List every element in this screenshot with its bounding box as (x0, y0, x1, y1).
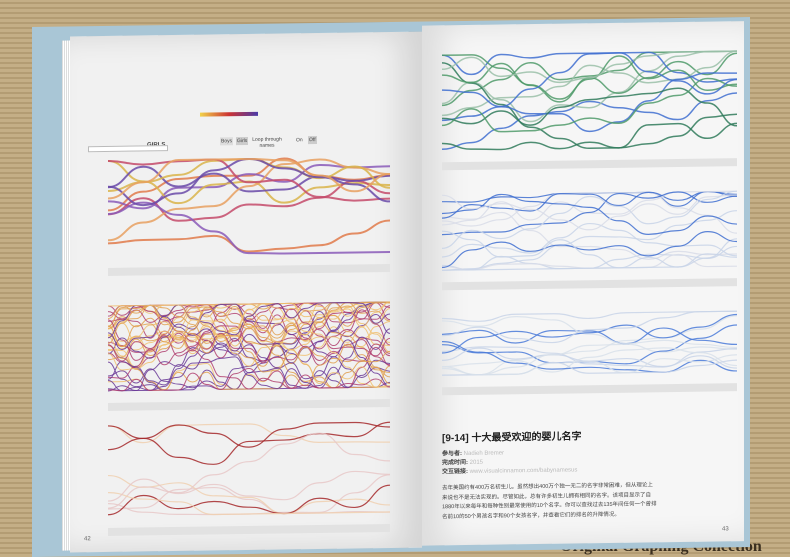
name-rank-line (107, 304, 391, 389)
name-rank-line (441, 313, 738, 354)
chart-highlight-girls (107, 421, 391, 536)
year-brush-slider[interactable] (442, 158, 737, 171)
name-rank-line (441, 50, 737, 84)
figure-caption: [9-14] 十大最受欢迎的婴儿名字 参与者: Nadieh Bremer 完成… (442, 426, 657, 522)
name-rank-line (442, 54, 738, 100)
name-rank-line (441, 316, 738, 349)
name-rank-line (441, 50, 738, 117)
chart-top-girls (107, 157, 391, 276)
name-rank-line (441, 50, 737, 123)
chart-all-girls (107, 301, 391, 411)
name-rank-line (108, 304, 391, 388)
name-rank-line (107, 432, 391, 509)
name-rank-line (107, 304, 391, 385)
date-label: 完成时间: (442, 459, 468, 467)
name-rank-line (442, 238, 738, 271)
name-rank-line (441, 92, 738, 151)
name-rank-line (107, 301, 390, 391)
name-rank-line (107, 474, 391, 515)
name-rank-line (107, 219, 391, 253)
name-rank-line (107, 474, 391, 516)
name-rank-line (441, 113, 738, 151)
name-rank-line (107, 301, 391, 352)
name-rank-line (441, 72, 738, 133)
right-page: [9-14] 十大最受欢迎的婴儿名字 参与者: Nadieh Bremer 完成… (422, 21, 744, 546)
name-rank-line (107, 421, 391, 465)
name-rank-line (107, 333, 391, 388)
name-rank-line (441, 343, 738, 376)
name-rank-line (107, 484, 391, 516)
name-rank-line (107, 335, 391, 390)
name-rank-line (441, 231, 738, 269)
chart-top-boys (441, 50, 738, 171)
name-rank-line (441, 190, 738, 250)
name-rank-line (107, 165, 391, 193)
name-rank-line (107, 158, 391, 202)
left-charts (107, 157, 391, 536)
name-rank-line (441, 191, 738, 236)
page-number: 42 (84, 536, 91, 543)
name-rank-line (441, 341, 738, 373)
name-rank-line (107, 492, 390, 516)
name-rank-line (441, 190, 738, 219)
chart-highlight-boys-2 (441, 310, 738, 396)
name-rank-line (441, 190, 737, 226)
name-rank-line (107, 303, 391, 354)
name-rank-line (107, 421, 391, 451)
name-rank-line (441, 211, 738, 260)
chart-highlight-boys (441, 190, 738, 291)
name-rank-line (107, 201, 390, 255)
page-number: 43 (722, 526, 729, 533)
left-page: GIRLS Loop through names Boys Girls On O… (70, 31, 422, 553)
name-rank-line (441, 327, 738, 346)
open-book: GIRLS Loop through names Boys Girls On O… (32, 16, 750, 557)
name-rank-line (441, 210, 738, 271)
date: 2015 (469, 459, 484, 466)
name-rank-line (441, 230, 738, 269)
contributor: Nadieh Bremer (463, 450, 505, 457)
name-rank-line (107, 302, 391, 350)
link[interactable]: www.visualcinnamon.com/babynamesus (469, 467, 578, 475)
name-rank-line (107, 158, 391, 242)
year-brush-slider[interactable] (108, 524, 390, 536)
body-text: 去年美国约有400万名初生儿。虽然想出400万个独一无二的名字非常困难，但从理论… (442, 482, 657, 520)
name-rank-line (441, 191, 738, 234)
contributor-label: 参与者: (442, 451, 462, 458)
link-label: 交互链接: (442, 468, 468, 476)
name-rank-line (441, 347, 738, 373)
name-rank-line (441, 77, 738, 133)
name-rank-line (107, 301, 390, 349)
year-brush-slider[interactable] (442, 383, 737, 396)
year-brush-slider[interactable] (108, 264, 390, 276)
name-rank-line (441, 194, 738, 231)
name-rank-line (441, 346, 738, 368)
figure-title: [9-14] 十大最受欢迎的婴儿名字 (442, 431, 582, 445)
name-rank-line (107, 303, 391, 346)
name-rank-line (107, 368, 391, 392)
name-rank-line (107, 302, 391, 371)
name-rank-line (107, 423, 391, 444)
name-rank-line (107, 303, 390, 388)
year-brush-slider[interactable] (108, 399, 390, 411)
name-rank-line (107, 305, 391, 362)
name-rank-line (441, 310, 737, 344)
name-rank-line (107, 486, 391, 515)
year-brush-slider[interactable] (442, 278, 737, 291)
name-rank-line (441, 52, 738, 108)
name-rank-line (107, 328, 391, 392)
name-rank-line (442, 315, 738, 376)
name-rank-line (107, 157, 391, 200)
name-rank-line (441, 310, 737, 322)
name-rank-line (107, 301, 390, 368)
name-rank-line (441, 347, 738, 369)
name-rank-line (107, 470, 391, 502)
name-rank-line (441, 222, 738, 258)
right-charts (441, 50, 738, 396)
name-rank-line (441, 193, 738, 236)
name-rank-line (441, 354, 738, 376)
